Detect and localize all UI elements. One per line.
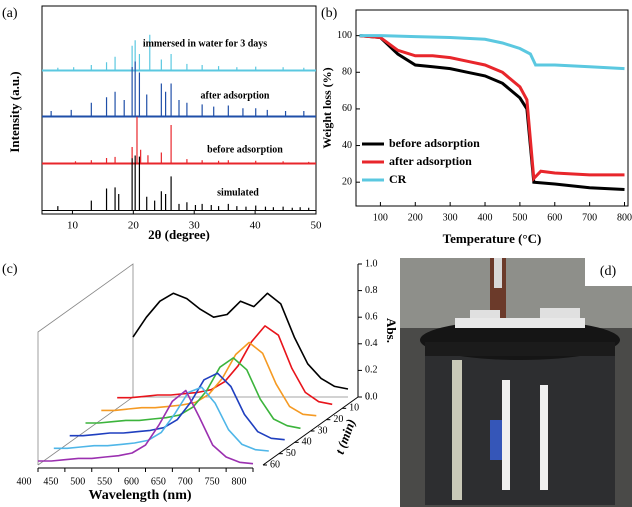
series-label: immersed in water for 3 days [143,38,267,49]
lid-rim [425,342,615,356]
x-tick-label: 40 [250,220,262,232]
series-label: after adsorption [201,90,270,101]
x-tick-label: 600 [547,212,562,223]
y-tick-label: 100 [337,30,352,41]
spectrum [38,389,254,465]
panel-label: (b) [321,6,338,21]
y-tick-label: 0.6 [365,311,378,322]
x-tick-label: 10 [67,220,79,232]
x-tick-label: 400 [478,212,493,223]
x-tick-label: 500 [512,212,527,223]
z-tick-label: 30 [318,425,328,436]
panel-label: (d) [600,264,617,279]
z-tick-label: 50 [286,448,296,459]
back-wall [37,263,134,465]
z-tick-label: 40 [302,437,312,448]
spectrum [85,357,301,430]
z-tick-label: 0 [365,391,370,402]
fittings [470,310,500,318]
legend-label: before adsorption [389,136,480,150]
fittings [540,308,580,318]
plot-frame [355,9,629,207]
spectrum [53,386,269,452]
spectrum [101,341,317,417]
y-axis-label: Abs. [384,318,399,343]
y-tick-label: 0.0 [365,391,378,402]
spectrum [132,292,349,390]
x-tick-label: 400 [17,476,32,487]
y-axis-label: Intensity (a.u.) [7,71,22,152]
series-label: before adsorption [207,144,283,155]
fittings [455,318,585,328]
label-background [585,258,632,286]
syringe-plunger [494,258,502,288]
z-tick-label: 10 [349,403,359,414]
plot-frame [41,5,317,215]
x-tick-label: 650 [151,476,166,487]
x-tick-label: 50 [311,220,323,232]
y-tick-label: 80 [342,67,352,78]
series-line [359,34,625,182]
x-axis-label: Wavelength (nm) [88,488,191,503]
z-tick-label: 60 [270,459,280,470]
z-tick-label: 20 [333,414,343,425]
y-tick-label: 60 [342,103,352,114]
x-tick-label: 30 [189,220,201,232]
x-axis-label: Temperature (°C) [443,231,542,246]
x-tick-label: 450 [43,476,58,487]
x-tick-label: 700 [178,476,193,487]
y-tick-label: 0.8 [365,285,378,296]
x-tick-label: 800 [232,476,247,487]
x-tick-label: 200 [408,212,423,223]
x-tick-label: 800 [617,212,632,223]
spectrum [117,325,333,406]
ladder [452,360,462,500]
x-tick-label: 300 [443,212,458,223]
series-line [359,34,625,71]
legend-label: after adsorption [389,154,472,168]
y-tick-label: 20 [342,176,352,187]
legend-label: CR [389,172,407,186]
x-tick-label: 700 [582,212,597,223]
x-tick-label: 750 [205,476,220,487]
spectrum [69,372,285,441]
y-tick-label: 40 [342,140,352,151]
y-axis-label: Weight loss (%) [320,67,334,148]
x-tick-label: 20 [128,220,140,232]
y-tick-label: 0.4 [365,338,378,349]
series-line [359,34,625,191]
stir-bar [490,420,502,460]
x-tick-label: 500 [70,476,85,487]
x-tick-label: 550 [97,476,112,487]
tube [540,385,548,490]
panel-label: (a) [2,6,18,21]
y-tick-label: 1.0 [365,258,378,269]
y-tick-label: 0.2 [365,365,378,376]
panel-label: (c) [2,262,18,277]
photo: (d) [400,258,632,507]
series-label: simulated [217,187,259,198]
x-tick-label: 600 [124,476,139,487]
x-tick-label: 100 [373,212,388,223]
x-axis-label: 2θ (degree) [148,227,210,242]
tube [502,380,510,490]
